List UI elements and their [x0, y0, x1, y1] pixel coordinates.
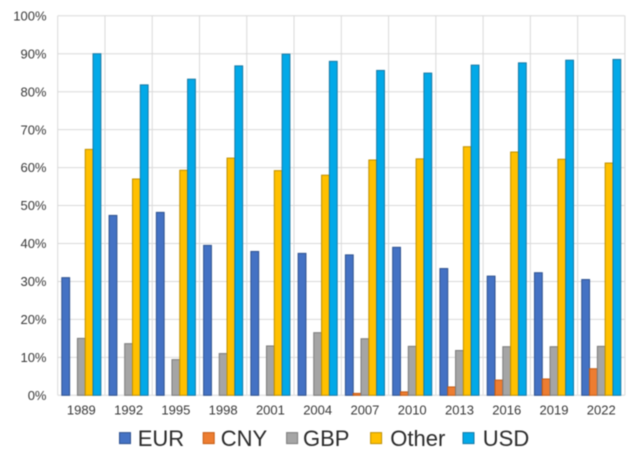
svg-text:2022: 2022	[587, 402, 616, 417]
svg-text:USD: USD	[483, 426, 529, 451]
svg-text:1998: 1998	[209, 402, 238, 417]
svg-text:2001: 2001	[256, 402, 285, 417]
svg-text:2016: 2016	[492, 402, 521, 417]
svg-text:40%: 40%	[20, 236, 46, 251]
svg-text:20%: 20%	[20, 312, 46, 327]
svg-text:30%: 30%	[20, 274, 46, 289]
svg-text:EUR: EUR	[138, 426, 184, 451]
svg-text:CNY: CNY	[221, 426, 268, 451]
svg-text:1989: 1989	[67, 402, 96, 417]
svg-text:GBP: GBP	[303, 426, 349, 451]
svg-text:2004: 2004	[303, 402, 332, 417]
svg-text:2010: 2010	[398, 402, 427, 417]
svg-text:60%: 60%	[20, 160, 46, 175]
svg-text:80%: 80%	[20, 84, 46, 99]
svg-text:2007: 2007	[350, 402, 379, 417]
svg-text:2013: 2013	[445, 402, 474, 417]
svg-text:0%: 0%	[28, 388, 47, 403]
svg-text:70%: 70%	[20, 122, 46, 137]
svg-text:2019: 2019	[540, 402, 569, 417]
svg-text:50%: 50%	[20, 198, 46, 213]
svg-text:Other: Other	[390, 426, 445, 451]
svg-text:10%: 10%	[20, 350, 46, 365]
svg-text:1995: 1995	[161, 402, 190, 417]
svg-text:90%: 90%	[20, 46, 46, 61]
svg-text:1992: 1992	[114, 402, 143, 417]
svg-text:100%: 100%	[13, 8, 47, 23]
